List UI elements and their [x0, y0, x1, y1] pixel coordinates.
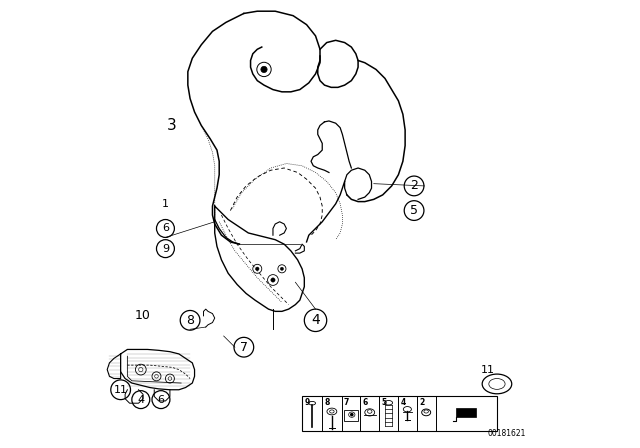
Text: 1: 1 — [162, 199, 169, 209]
Text: 4: 4 — [137, 395, 145, 405]
Text: 9: 9 — [305, 398, 310, 407]
Text: 6: 6 — [362, 398, 368, 407]
Text: 11: 11 — [114, 385, 127, 395]
Text: 9: 9 — [162, 244, 169, 254]
Text: 10: 10 — [135, 309, 151, 323]
Text: 7: 7 — [344, 398, 349, 407]
Text: 4: 4 — [400, 398, 406, 407]
Text: 00181621: 00181621 — [488, 429, 526, 438]
Text: 8: 8 — [324, 398, 330, 407]
Bar — [456, 409, 476, 418]
Text: 4: 4 — [311, 313, 320, 327]
Text: 2: 2 — [419, 398, 424, 407]
Text: 6: 6 — [162, 224, 169, 233]
Text: 5: 5 — [410, 204, 418, 217]
Bar — [302, 396, 497, 431]
Circle shape — [350, 413, 353, 417]
Text: 6: 6 — [157, 395, 164, 405]
Circle shape — [271, 278, 275, 282]
Circle shape — [255, 267, 259, 271]
Text: 11: 11 — [481, 365, 495, 375]
Text: 8: 8 — [186, 314, 194, 327]
Circle shape — [261, 66, 267, 73]
Circle shape — [280, 267, 284, 271]
Text: 3: 3 — [167, 118, 177, 133]
Text: 2: 2 — [410, 179, 418, 193]
Text: 7: 7 — [240, 340, 248, 354]
Bar — [344, 409, 358, 421]
Text: 5: 5 — [381, 398, 387, 407]
